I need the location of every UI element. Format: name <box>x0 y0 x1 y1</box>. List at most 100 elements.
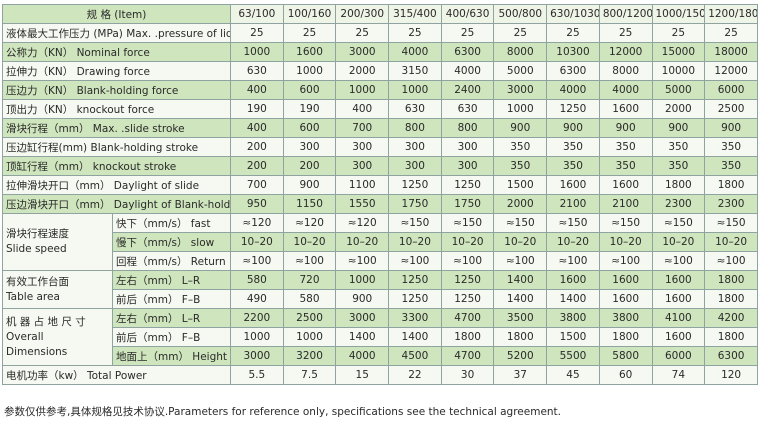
cell: 300 <box>440 137 495 157</box>
cell: 6300 <box>704 346 758 366</box>
cell: ≈120 <box>335 213 390 233</box>
cell: 4000 <box>546 80 600 100</box>
data-row: 电机功率（kw） Total Power 5.5 7.5 15 22 30 37 45 60 74… <box>2 365 758 385</box>
cell: 3000 <box>230 346 284 366</box>
cell: 4000 <box>440 61 495 81</box>
column-header: 100/160 <box>282 4 337 24</box>
cell: 15000 <box>651 42 706 62</box>
group-label-line: Overall <box>6 330 44 343</box>
cell: 3000 <box>493 80 548 100</box>
data-row: 顶出力（KN） knockout force 190 190 400 630 630 100… <box>2 99 758 119</box>
cell: 4000 <box>598 80 653 100</box>
cell: 3800 <box>546 308 600 328</box>
cell: 1000 <box>230 327 284 347</box>
cell: 700 <box>230 175 284 195</box>
cell: 1250 <box>546 99 600 119</box>
cell: 2300 <box>704 194 758 214</box>
cell: 630 <box>388 99 442 119</box>
cell: 190 <box>230 99 284 119</box>
cell: 10000 <box>651 61 706 81</box>
spec-table-wrap: 规 格 (Item) 63/100 100/160 200/300 315/400 400… <box>2 4 758 385</box>
item-header: 规 格 (Item) <box>2 4 231 24</box>
row-label: 拉伸滑块开口（mm） Daylight of slide <box>2 175 231 195</box>
data-row: 拉伸滑块开口（mm） Daylight of slide 700 900 1100 12… <box>2 175 758 195</box>
cell: 1800 <box>651 175 706 195</box>
cell: 3150 <box>388 61 442 81</box>
cell: 5000 <box>493 61 548 81</box>
row-label: 左右（mm） L–R <box>112 308 231 328</box>
cell: 37 <box>493 365 548 385</box>
cell: 25 <box>335 23 390 43</box>
cell: 1400 <box>388 327 442 347</box>
cell: 30 <box>440 365 495 385</box>
cell: 1600 <box>598 175 653 195</box>
cell: 350 <box>493 156 548 176</box>
cell: 200 <box>282 156 337 176</box>
cell: 800 <box>388 118 442 138</box>
row-label: 滑块行程（mm） Max. .slide stroke <box>2 118 231 138</box>
cell: 4700 <box>440 308 495 328</box>
cell: 7.5 <box>282 365 337 385</box>
data-row: 公称力（KN） Nominal force 1000 1600 3000 4000 630… <box>2 42 758 62</box>
cell: 350 <box>598 156 653 176</box>
cell: 350 <box>493 137 548 157</box>
cell: 5200 <box>493 346 548 366</box>
cell: 1250 <box>388 175 442 195</box>
cell: 12000 <box>598 42 653 62</box>
cell: 580 <box>282 289 337 309</box>
cell: 25 <box>230 23 284 43</box>
cell: 10–20 <box>230 232 284 252</box>
data-row: 地面上（mm） Height 3000 3200 4000 4500 4700 5200 55… <box>3 346 758 366</box>
cell: 10–20 <box>335 232 390 252</box>
cell: 1800 <box>493 327 548 347</box>
row-label: 压边力（KN） Blank-holding force <box>2 80 231 100</box>
cell: 4200 <box>704 308 758 328</box>
cell: 630 <box>440 99 495 119</box>
data-row: 拉伸力（KN） Drawing force 630 1000 2000 3150 4000… <box>2 61 758 81</box>
group-label: 机 器 占 地 尺 寸 Overall Dimensions <box>2 308 113 366</box>
cell: 900 <box>598 118 653 138</box>
row-label: 压边缸行程(mm) Blank-holding stroke <box>2 137 231 157</box>
cell: ≈100 <box>651 251 706 271</box>
row-label: 电机功率（kw） Total Power <box>2 365 231 385</box>
cell: 1400 <box>335 327 390 347</box>
column-header: 200/300 <box>335 4 390 24</box>
cell: 22 <box>388 365 442 385</box>
cell: 25 <box>493 23 548 43</box>
cell: 1500 <box>546 327 600 347</box>
cell: ≈150 <box>493 213 548 233</box>
cell: 5000 <box>651 80 706 100</box>
column-header: 315/400 <box>388 4 442 24</box>
cell: ≈150 <box>704 213 758 233</box>
cell: 1400 <box>546 289 600 309</box>
cell: 10–20 <box>546 232 600 252</box>
cell: 25 <box>546 23 600 43</box>
row-label: 左右（mm） L–R <box>112 270 231 290</box>
cell: ≈100 <box>335 251 390 271</box>
data-row: 滑块行程（mm） Max. .slide stroke 400 600 700 800 8… <box>2 118 758 138</box>
cell: 1600 <box>651 289 706 309</box>
column-header: 63/100 <box>230 4 284 24</box>
cell: 1600 <box>651 270 706 290</box>
cell: 350 <box>651 156 706 176</box>
data-row: 有效工作台面 Table area 左右（mm） L–R 580 720 1000 1250… <box>2 270 758 309</box>
cell: 2500 <box>282 308 337 328</box>
cell: 8000 <box>598 61 653 81</box>
cell: 350 <box>651 137 706 157</box>
column-header: 1000/1500 <box>651 4 706 24</box>
cell: 1000 <box>493 99 548 119</box>
cell: 10–20 <box>704 232 758 252</box>
cell: 10–20 <box>493 232 548 252</box>
group-label-line: Dimensions <box>6 345 68 358</box>
group-label: 有效工作台面 Table area <box>2 270 113 309</box>
cell: 1250 <box>440 175 495 195</box>
cell: 25 <box>651 23 706 43</box>
cell: 1800 <box>704 175 758 195</box>
group-label: 滑块行程速度 Slide speed <box>2 213 113 271</box>
cell: 5800 <box>598 346 653 366</box>
cell: 5.5 <box>230 365 284 385</box>
cell: 6000 <box>704 80 758 100</box>
cell: 1000 <box>335 270 390 290</box>
data-row: 压边力（KN） Blank-holding force 400 600 1000 100… <box>2 80 758 100</box>
